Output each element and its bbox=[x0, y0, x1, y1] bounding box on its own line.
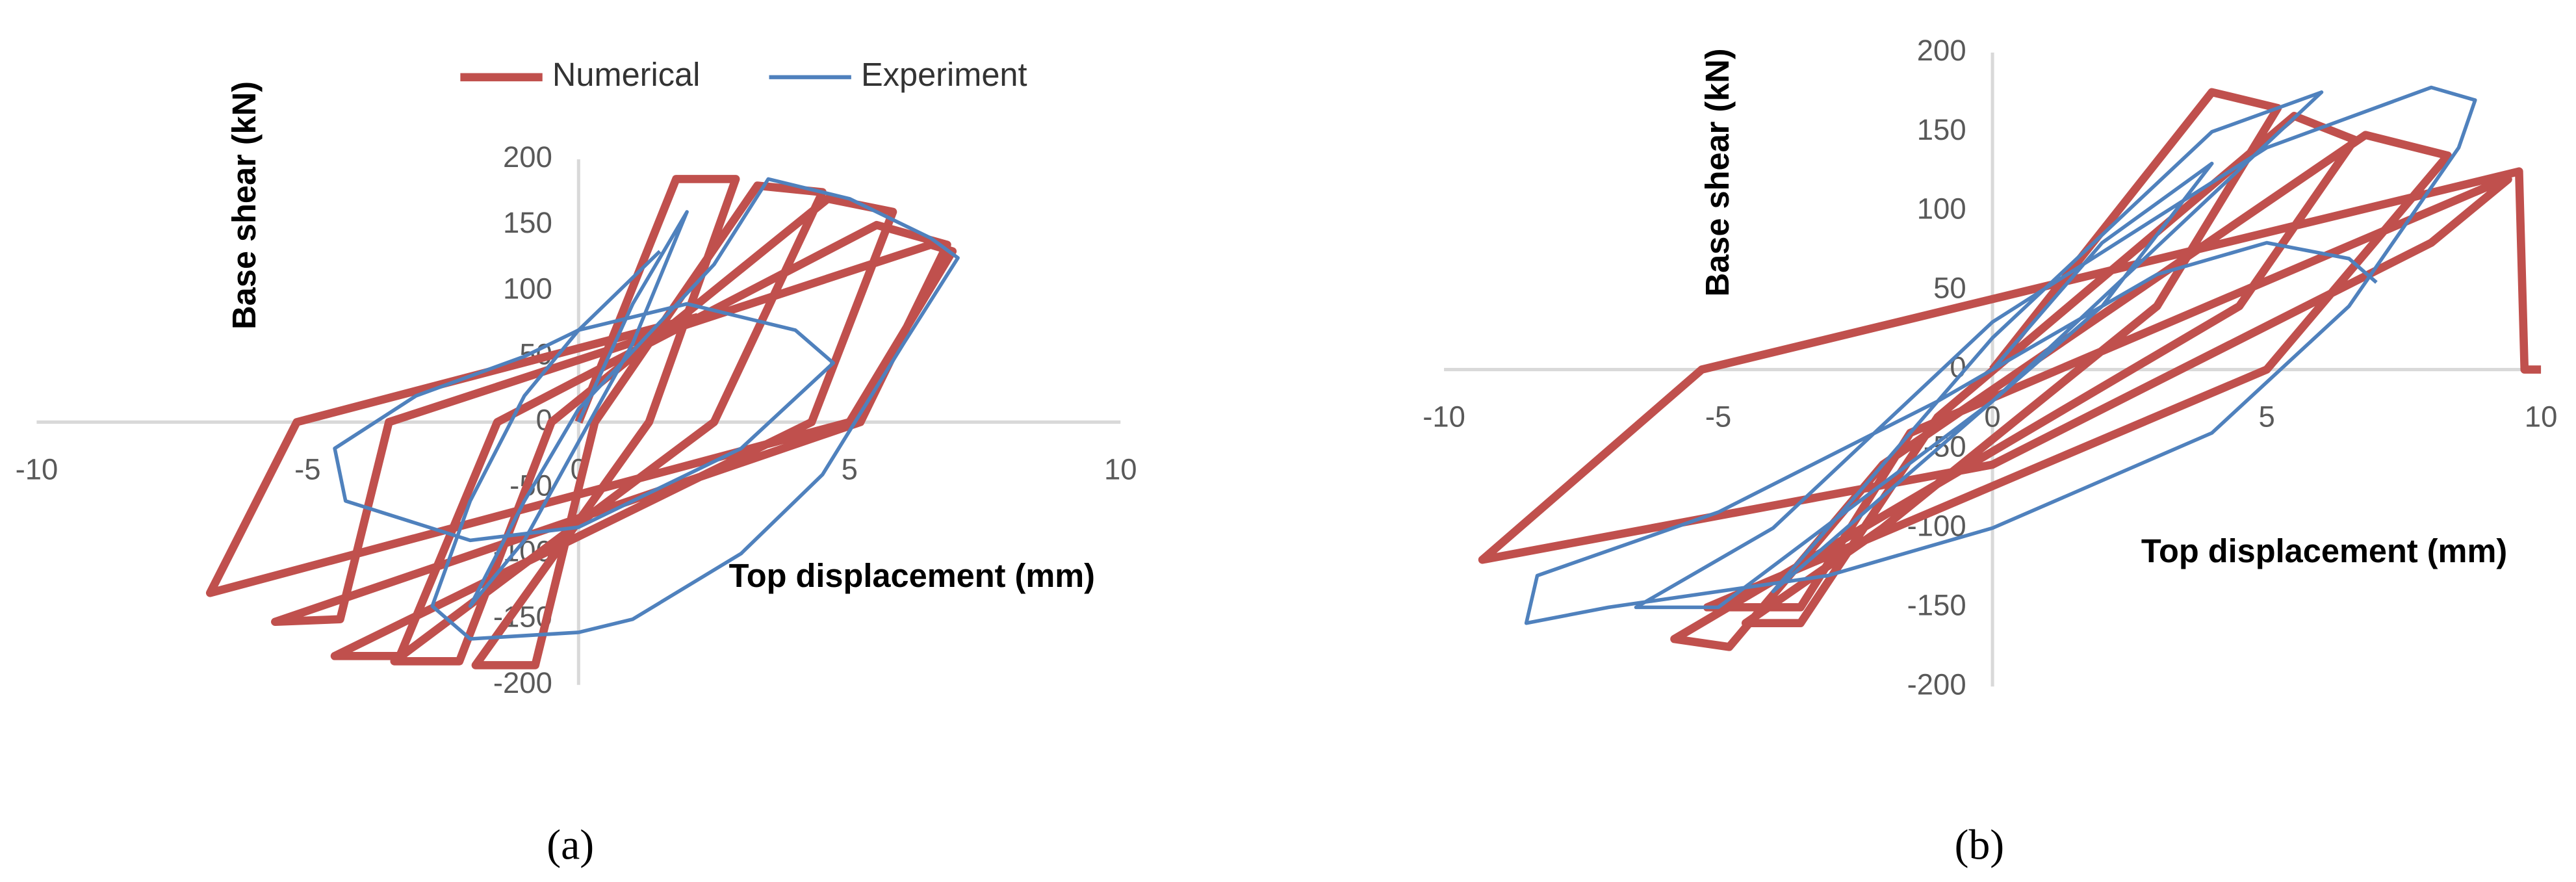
x-tick-label: -5 bbox=[294, 452, 320, 486]
y-tick-label: 50 bbox=[1933, 272, 1966, 305]
series-line bbox=[333, 177, 960, 641]
y-tick-label: -150 bbox=[1907, 588, 1966, 621]
legend-label: Experiment bbox=[861, 56, 1027, 93]
y-tick-label: 100 bbox=[1917, 192, 1966, 226]
x-tick-label: -10 bbox=[16, 452, 58, 486]
y-tick-label: 200 bbox=[1917, 34, 1966, 67]
y-tick-label: -200 bbox=[493, 666, 552, 699]
y-tick-label: -200 bbox=[1907, 668, 1966, 701]
x-tick-label: -10 bbox=[1423, 400, 1465, 433]
series-line bbox=[1524, 85, 2477, 625]
x-tick-label: 5 bbox=[2258, 400, 2274, 433]
y-tick-label: 150 bbox=[503, 206, 552, 239]
y-tick-label: 150 bbox=[1917, 113, 1966, 146]
x-axis-title: Top displacement (mm) bbox=[2141, 532, 2507, 569]
legend-label: Numerical bbox=[552, 56, 700, 93]
x-tick-label: 5 bbox=[842, 452, 858, 486]
x-tick-label: 10 bbox=[2525, 400, 2558, 433]
y-axis-title: Base shear (kN) bbox=[1699, 48, 1736, 296]
panel-label: (b) bbox=[1955, 822, 2005, 869]
y-tick-label: 100 bbox=[503, 272, 552, 305]
y-axis-title: Base shear (kN) bbox=[225, 81, 263, 330]
x-axis-title: Top displacement (mm) bbox=[729, 557, 1095, 594]
panel-label: (a) bbox=[547, 822, 594, 869]
x-tick-label: 10 bbox=[1104, 452, 1137, 486]
series-line bbox=[205, 175, 957, 669]
x-tick-label: -5 bbox=[1705, 400, 1731, 433]
y-tick-label: 200 bbox=[503, 140, 552, 174]
legend: Numerical Experiment bbox=[460, 56, 1027, 93]
series-line bbox=[1478, 88, 2542, 651]
